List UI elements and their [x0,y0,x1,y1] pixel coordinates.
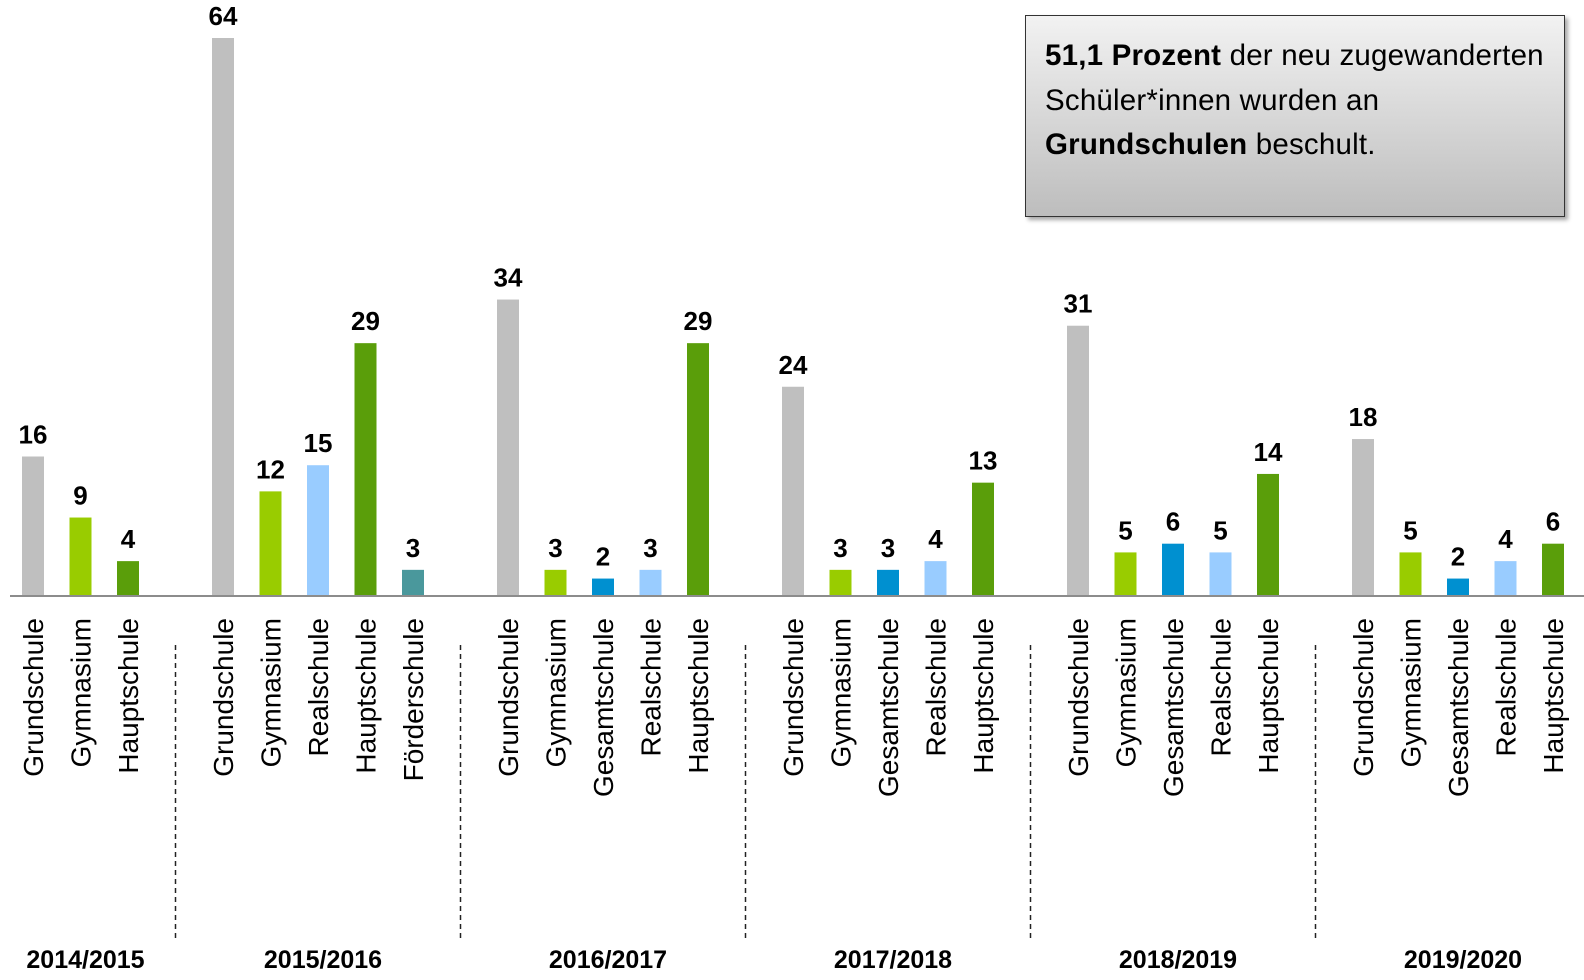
bar [972,482,994,596]
value-label: 31 [1064,289,1093,319]
category-label: Gesamtschule [873,618,904,797]
bar [544,569,567,596]
category-label: Grundschule [1063,618,1094,777]
bar [1209,552,1232,596]
bar [1399,552,1422,596]
bar [877,569,899,596]
annotation-text: 51,1 Prozent [1045,39,1222,72]
value-label: 29 [684,306,713,336]
category-label: Realschule [921,618,952,757]
category-label: Grundschule [18,618,49,777]
bar [117,561,139,596]
value-label: 9 [73,481,87,511]
bar [212,38,234,596]
bar [829,569,852,596]
bar [1494,561,1517,596]
group-label: 2015/2016 [264,946,382,974]
annotation-text: der neu zugewanderten Schüler*innen wurd… [1045,39,1544,117]
group-label: 2018/2019 [1119,946,1237,974]
value-label: 34 [494,263,523,293]
bar [69,517,92,596]
category-label: Realschule [1491,618,1522,757]
group-label: 2017/2018 [834,946,952,974]
value-label: 24 [779,350,808,380]
category-label: Grundschule [493,618,524,777]
bar [1257,473,1279,596]
bar [924,561,947,596]
category-label: Hauptschule [1253,618,1284,774]
group-label: 2014/2015 [26,946,144,974]
category-label: Gymnasium [826,618,857,767]
value-label: 15 [304,428,333,458]
value-label: 14 [1254,437,1283,467]
annotation-text: beschult. [1247,128,1376,161]
category-label: Hauptschule [113,618,144,774]
category-label: Grundschule [208,618,239,777]
category-label: Hauptschule [351,618,382,774]
category-label: Hauptschule [1538,618,1569,774]
category-label: Gymnasium [256,618,287,767]
category-label: Gymnasium [1111,618,1142,767]
category-label: Hauptschule [683,618,714,774]
bar [307,465,329,596]
bar [1162,543,1184,596]
bar [639,569,662,596]
category-label: Gymnasium [541,618,572,767]
value-label: 3 [548,533,562,563]
category-label: Grundschule [778,618,809,777]
bar [1542,543,1564,596]
value-label: 18 [1349,402,1378,432]
category-label: Förderschule [398,618,429,781]
value-label: 16 [19,420,48,450]
value-label: 3 [406,533,420,563]
value-label: 13 [969,446,998,476]
value-label: 3 [881,533,895,563]
value-label: 6 [1166,507,1180,537]
bar [592,578,614,596]
category-label: Gymnasium [66,618,97,767]
value-label: 4 [121,524,136,554]
category-label: Realschule [303,618,334,757]
value-label: 5 [1118,515,1132,545]
bar [22,456,44,596]
value-label: 29 [351,306,380,336]
value-label: 64 [209,1,238,31]
category-label: Gesamtschule [1443,618,1474,797]
bar [687,343,709,596]
value-label: 4 [928,524,943,554]
bar [402,569,424,596]
bar [1067,325,1089,596]
category-label: Gesamtschule [1158,618,1189,797]
value-label: 4 [1498,524,1513,554]
bar [1114,552,1137,596]
annotation-box: 51,1 Prozent der neu zugewanderten Schül… [1025,15,1565,217]
value-label: 3 [643,533,657,563]
category-label: Hauptschule [968,618,999,774]
value-label: 12 [256,454,285,484]
bar [1352,439,1374,596]
value-label: 5 [1403,515,1417,545]
annotation-text: Grundschulen [1045,128,1248,161]
value-label: 5 [1213,515,1227,545]
value-label: 2 [596,542,610,572]
bar [354,343,377,596]
group-label: 2019/2020 [1404,946,1522,974]
category-label: Gymnasium [1396,618,1427,767]
value-label: 3 [833,533,847,563]
category-label: Grundschule [1348,618,1379,777]
category-label: Gesamtschule [588,618,619,797]
bar [497,299,519,596]
bar [259,491,282,596]
category-label: Realschule [1206,618,1237,757]
value-label: 2 [1451,542,1465,572]
group-label: 2016/2017 [549,946,667,974]
bar [782,386,804,596]
category-label: Realschule [636,618,667,757]
bar [1447,578,1469,596]
value-label: 6 [1546,507,1560,537]
